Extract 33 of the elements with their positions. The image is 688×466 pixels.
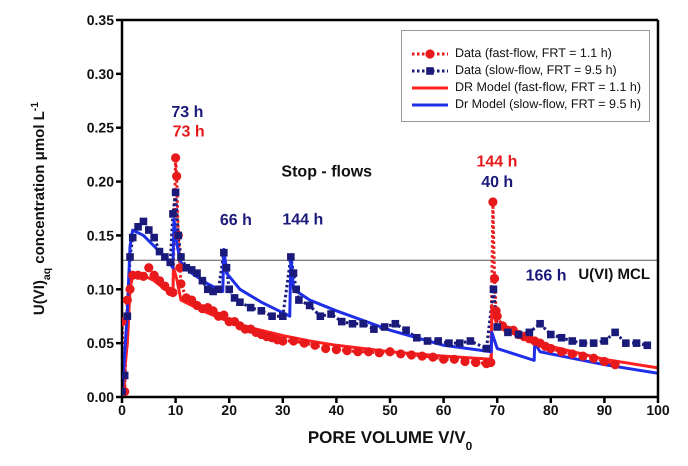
y-tick-label: 0.35 <box>86 12 114 28</box>
x-axis-title: PORE VOLUME V/V$_{0}$ <box>308 428 473 453</box>
x-tick-label: 10 <box>168 402 184 418</box>
x-tick-label: 60 <box>436 402 452 418</box>
y-tick-label: 0.25 <box>86 120 114 136</box>
legend-label: DR Model (fast-flow, FRT = 1.1 h) <box>454 79 641 96</box>
annotation: 144 h <box>282 211 324 228</box>
y-tick-label: 0.20 <box>86 174 114 190</box>
y-tick-label: 0.30 <box>86 66 114 82</box>
annotation: 66 h <box>220 212 252 230</box>
x-tick-label: 40 <box>328 402 344 418</box>
annotation: 73 h <box>171 104 204 122</box>
y-tick-label: 0.10 <box>86 281 114 298</box>
legend-label: Data (slow-flow, FRT = 9.5 h) <box>454 62 617 79</box>
legend-label: Data (fast-flow, FRT = 1.1 h) <box>454 45 612 62</box>
x-tick-label: 90 <box>596 402 612 418</box>
x-tick-label: 20 <box>221 402 238 418</box>
x-tick-label: 30 <box>275 402 291 418</box>
y-tick-label: 0.00 <box>86 388 114 405</box>
legend-label: Dr Model (slow-flow, FRT = 9.5 h) <box>454 96 641 113</box>
x-tick-label: 70 <box>489 402 506 418</box>
annotation: 40 h <box>481 174 514 191</box>
x-tick-label: 80 <box>543 402 559 418</box>
annotation: Stop - flows <box>281 163 372 180</box>
x-tick-label: 0 <box>118 402 126 418</box>
ref-line-label: U(VI) MCL <box>578 266 650 283</box>
annotation: 73 h <box>172 123 205 140</box>
y-tick-label: 0.05 <box>86 335 114 352</box>
x-tick-label: 50 <box>382 402 398 418</box>
annotation: 144 h <box>476 154 518 171</box>
x-tick-label: 100 <box>646 402 670 418</box>
annotation: 166 h <box>526 267 567 284</box>
y-tick-label: 0.15 <box>86 227 114 244</box>
